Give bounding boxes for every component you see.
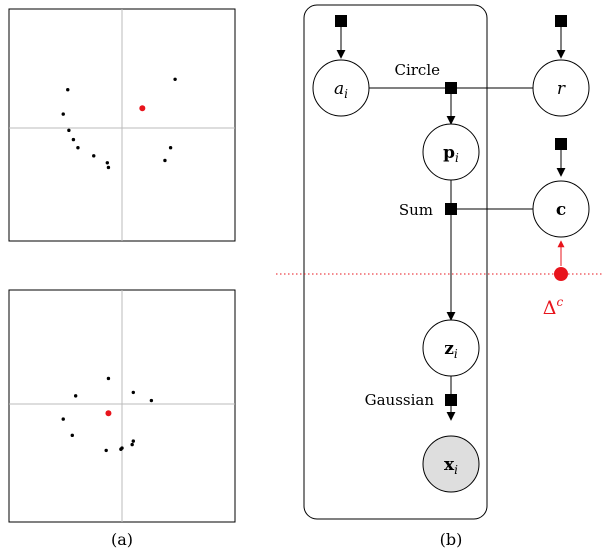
factor-sum <box>445 203 457 215</box>
scatter-plot-top <box>8 8 236 242</box>
node-x-sub: i <box>454 463 458 477</box>
node-c: c <box>532 180 590 238</box>
node-a-sub: i <box>344 87 348 101</box>
panel-a-caption: (a) <box>111 530 133 549</box>
svg-text:xi: xi <box>444 455 458 477</box>
scatter-point <box>120 446 124 450</box>
factor-prior-r <box>555 15 567 27</box>
scatter-point <box>163 158 167 163</box>
factor-gaussian-label: Gaussian <box>365 391 435 409</box>
factor-gaussian <box>445 394 457 406</box>
node-p-sub: i <box>455 151 459 165</box>
node-a-label: a <box>334 79 344 99</box>
scatter-point <box>70 433 74 438</box>
node-r: r <box>532 59 590 117</box>
scatter-point <box>106 376 111 381</box>
scatter-point <box>61 417 65 421</box>
node-a: ai <box>312 59 370 117</box>
plot-bottom-points <box>61 376 154 453</box>
panel-b-caption: (b) <box>440 530 463 549</box>
scatter-center-point <box>139 105 146 112</box>
plot-top-points <box>61 77 177 170</box>
factor-circle-label: Circle <box>394 61 440 79</box>
scatter-point <box>168 146 173 150</box>
scatter-point <box>106 165 111 170</box>
svg-text:ai: ai <box>334 79 348 101</box>
node-z-sub: i <box>454 347 458 361</box>
svg-text:zi: zi <box>444 339 458 361</box>
scatter-point <box>131 390 135 395</box>
node-p-label: p <box>443 143 455 163</box>
node-c-label: c <box>556 200 566 220</box>
panel-a: (a) <box>8 8 236 549</box>
scatter-point <box>67 128 71 133</box>
node-r-label: r <box>557 79 566 99</box>
node-z: zi <box>422 319 480 377</box>
scatter-point <box>76 146 80 150</box>
node-z-label: z <box>444 339 454 359</box>
scatter-point <box>66 88 70 92</box>
plate <box>303 4 488 520</box>
scatter-point <box>71 137 76 142</box>
scatter-point <box>149 398 154 403</box>
scatter-point <box>61 112 65 116</box>
scatter-plot-bottom <box>8 289 236 523</box>
scatter-point <box>131 439 135 443</box>
factor-circle <box>445 82 457 94</box>
scatter-point <box>105 161 110 165</box>
scatter-center-point <box>105 410 112 417</box>
intervention-label: Δc <box>543 295 564 319</box>
scatter-point <box>130 442 134 447</box>
node-x: xi <box>422 435 480 493</box>
factor-prior-a <box>335 15 347 27</box>
factor-prior-c <box>555 138 567 150</box>
scatter-point <box>73 394 78 398</box>
scatter-point <box>104 448 108 453</box>
node-x-label: x <box>444 455 455 475</box>
factor-sum-label: Sum <box>399 201 433 219</box>
scatter-point <box>173 77 177 81</box>
svg-text:pi: pi <box>443 143 459 165</box>
scatter-point <box>92 154 96 158</box>
panel-b: ai r pi c zi xi Δc Circle Sum Gaussian (… <box>276 4 602 549</box>
intervention-node <box>554 267 568 281</box>
node-p: pi <box>422 123 480 181</box>
